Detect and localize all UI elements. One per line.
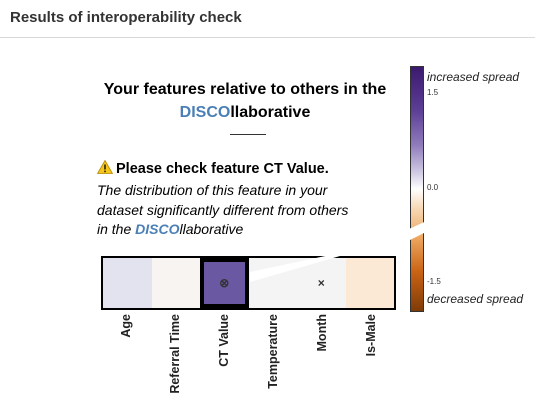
feature-label-ct-value: CT Value <box>199 314 248 400</box>
heatmap-cell-month: × <box>297 258 346 308</box>
colorbar-tick-mid: 0.0 <box>427 183 439 192</box>
desc-brand-disco: DISCO <box>135 221 180 237</box>
feature-labels: Age Referral Time CT Value Temperature Month… <box>101 312 396 400</box>
colorbar-top-label: increased spread <box>427 70 520 84</box>
feature-label-text: Is-Male <box>364 314 379 357</box>
warning-icon <box>96 159 114 174</box>
feature-label-month: Month <box>298 314 347 400</box>
feature-label-text: Age <box>118 314 133 338</box>
desc-line-1: The distribution of this feature in your <box>97 182 328 198</box>
title-divider <box>230 134 266 135</box>
results-title: Results of interoperability check <box>10 9 242 26</box>
heatmap-cell-temperature <box>248 258 297 308</box>
feature-label-age: Age <box>101 314 150 400</box>
feature-label-referral-time: Referral Time <box>150 314 199 400</box>
feature-label-text: Referral Time <box>167 314 182 394</box>
panel-title-line1: Your features relative to others in the <box>103 81 387 98</box>
desc-line-3: in the <box>97 221 136 237</box>
desc-line-2: dataset significantly different from oth… <box>97 201 349 218</box>
desc-brand-rest: llaborative <box>179 221 244 237</box>
heatmap-cell-is-male <box>345 258 394 308</box>
feature-label-temperature: Temperature <box>249 314 298 400</box>
results-header: Results of interoperability check <box>0 0 535 38</box>
cell-marker: ⊗ <box>219 276 230 290</box>
colorbar-tick-bottom: -1.5 <box>427 277 441 286</box>
heatmap-cell-referral-time <box>151 258 200 308</box>
colorbar-bottom-label: decreased spread <box>427 292 524 306</box>
feature-label-text: CT Value <box>216 314 231 367</box>
feature-label-text: Temperature <box>266 314 280 389</box>
feature-heatmap: ⊗ × <box>101 256 396 310</box>
feature-label-is-male: Is-Male <box>347 314 396 400</box>
feature-label-text: Month <box>315 314 330 352</box>
warning-description: The distribution of this feature in your… <box>97 181 397 240</box>
colorbar-tick-top: 1.5 <box>427 88 439 97</box>
panel-title: Your features relative to others in the … <box>95 78 395 124</box>
warning-message: Please check feature CT Value. <box>96 159 329 177</box>
brand-disco: DISCO <box>179 104 231 121</box>
colorbar <box>410 66 424 312</box>
brand-rest: llaborative <box>230 104 311 121</box>
heatmap-cell-age <box>103 258 152 308</box>
whiteout-stroke <box>398 208 458 246</box>
cell-marker: × <box>317 276 325 290</box>
heatmap-cell-ct-value: ⊗ <box>200 258 249 308</box>
warning-text: Please check feature CT Value. <box>116 161 329 177</box>
